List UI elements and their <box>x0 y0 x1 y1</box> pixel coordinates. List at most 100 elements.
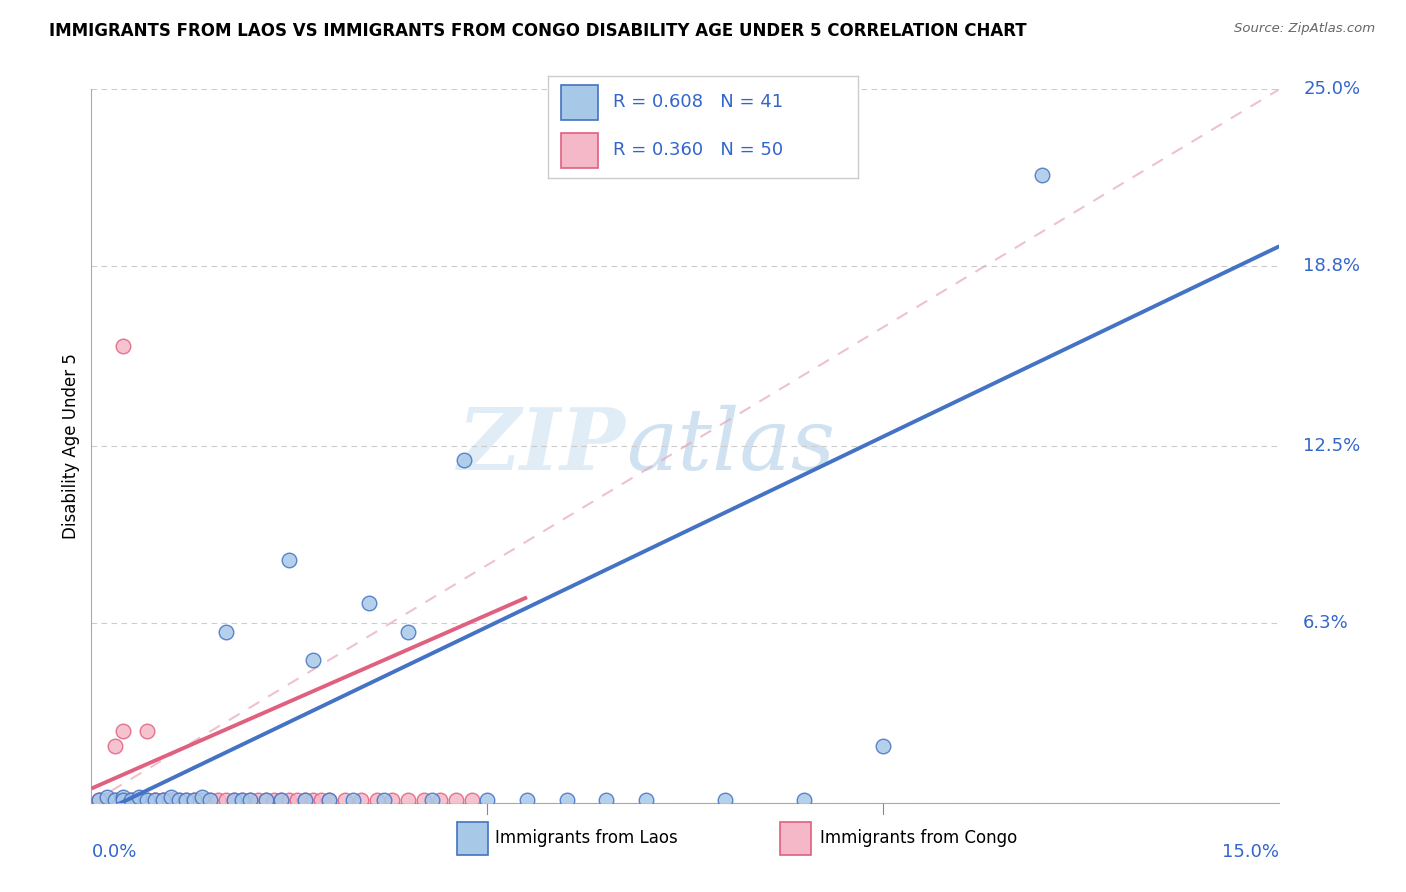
Text: ZIP: ZIP <box>458 404 626 488</box>
Point <box>254 793 277 807</box>
Point <box>191 790 214 805</box>
Point <box>96 790 118 805</box>
Text: R = 0.360   N = 50: R = 0.360 N = 50 <box>613 141 783 159</box>
Point <box>294 793 316 807</box>
Point <box>460 793 482 807</box>
Point <box>254 793 277 807</box>
Point <box>207 793 229 807</box>
Point <box>104 793 127 807</box>
Point <box>120 793 142 807</box>
Point <box>413 793 436 807</box>
Text: 18.8%: 18.8% <box>1303 257 1360 275</box>
Point <box>152 793 174 807</box>
Point <box>215 793 238 807</box>
Point <box>793 793 815 807</box>
Point <box>263 793 285 807</box>
Point <box>120 793 142 807</box>
Point <box>302 653 325 667</box>
Point <box>89 793 111 807</box>
Point <box>112 724 135 739</box>
Point <box>318 793 340 807</box>
Point <box>366 793 388 807</box>
Point <box>215 624 238 639</box>
Point <box>396 793 419 807</box>
Y-axis label: Disability Age Under 5: Disability Age Under 5 <box>62 353 80 539</box>
Point <box>159 793 181 807</box>
Point <box>89 793 111 807</box>
Point <box>318 793 340 807</box>
Point <box>420 793 443 807</box>
Point <box>112 793 135 807</box>
Text: Source: ZipAtlas.com: Source: ZipAtlas.com <box>1234 22 1375 36</box>
Point <box>135 793 157 807</box>
Point <box>167 793 190 807</box>
Point <box>128 793 150 807</box>
Point <box>231 793 253 807</box>
Point <box>634 793 657 807</box>
Point <box>135 724 157 739</box>
Point <box>128 790 150 805</box>
Point <box>128 793 150 807</box>
Point <box>342 793 364 807</box>
Point <box>872 739 894 753</box>
Point <box>152 793 174 807</box>
Point <box>159 790 181 805</box>
Point <box>373 793 395 807</box>
Point <box>183 793 205 807</box>
Point <box>516 793 538 807</box>
Point <box>104 739 127 753</box>
Point <box>285 793 308 807</box>
Point <box>302 793 325 807</box>
Point <box>555 793 578 807</box>
Point <box>143 793 166 807</box>
Text: 12.5%: 12.5% <box>1303 437 1361 455</box>
Point <box>453 453 475 467</box>
Point <box>1031 168 1053 182</box>
Point <box>200 793 222 807</box>
Point <box>595 793 617 807</box>
Point <box>89 793 111 807</box>
Point <box>477 793 499 807</box>
Point <box>112 793 135 807</box>
Text: Immigrants from Laos: Immigrants from Laos <box>495 830 678 847</box>
Point <box>152 793 174 807</box>
Point <box>357 596 380 610</box>
Point <box>239 793 262 807</box>
Point <box>429 793 451 807</box>
FancyBboxPatch shape <box>561 85 598 120</box>
Point <box>104 793 127 807</box>
Point <box>714 793 737 807</box>
Point <box>309 793 332 807</box>
Text: 6.3%: 6.3% <box>1303 614 1348 632</box>
Point <box>135 793 157 807</box>
Point <box>96 793 118 807</box>
Point <box>143 793 166 807</box>
Text: R = 0.608   N = 41: R = 0.608 N = 41 <box>613 93 783 111</box>
Point <box>396 624 419 639</box>
Point <box>222 793 245 807</box>
Point <box>143 793 166 807</box>
Point <box>444 793 467 807</box>
Point <box>112 790 135 805</box>
Point <box>96 793 118 807</box>
Point <box>183 793 205 807</box>
Text: IMMIGRANTS FROM LAOS VS IMMIGRANTS FROM CONGO DISABILITY AGE UNDER 5 CORRELATION: IMMIGRANTS FROM LAOS VS IMMIGRANTS FROM … <box>49 22 1026 40</box>
Point <box>294 793 316 807</box>
Point <box>191 793 214 807</box>
Point <box>278 793 301 807</box>
Point <box>112 339 135 353</box>
Point <box>278 553 301 567</box>
Point <box>176 793 198 807</box>
Point <box>350 793 373 807</box>
Point <box>222 793 245 807</box>
Point <box>176 793 198 807</box>
Point <box>231 793 253 807</box>
Text: 0.0%: 0.0% <box>91 843 136 861</box>
Text: Immigrants from Congo: Immigrants from Congo <box>820 830 1017 847</box>
Point <box>333 793 356 807</box>
FancyBboxPatch shape <box>561 133 598 168</box>
Point <box>239 793 262 807</box>
Text: atlas: atlas <box>626 405 835 487</box>
Point <box>381 793 404 807</box>
Point <box>159 793 181 807</box>
